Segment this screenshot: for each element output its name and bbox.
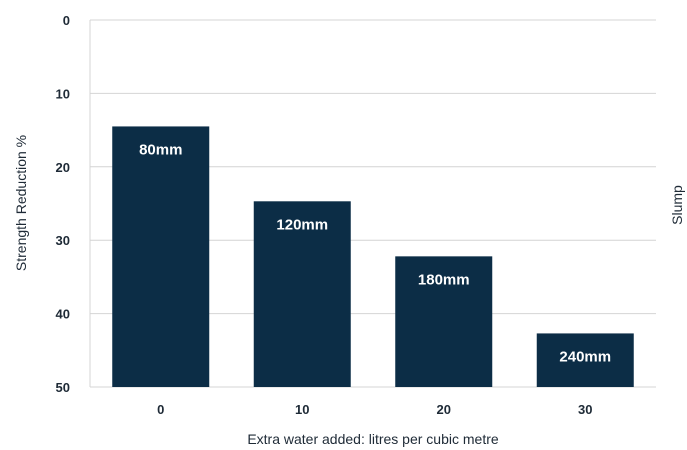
bars xyxy=(112,126,634,388)
bar xyxy=(395,256,493,387)
x-axis-title: Extra water added: litres per cubic metr… xyxy=(247,431,499,447)
x-tick-label: 10 xyxy=(295,402,309,417)
y-tick-label: 10 xyxy=(56,86,70,101)
y-tick-labels: 0 10 20 30 40 50 xyxy=(56,13,70,395)
x-tick-labels: 0 10 20 30 xyxy=(157,402,592,417)
bar-data-label: 240mm xyxy=(559,348,611,365)
x-tick-label: 30 xyxy=(578,402,592,417)
bar xyxy=(253,201,351,387)
y-tick-label: 0 xyxy=(63,13,70,28)
secondary-y-axis-title: Slump xyxy=(669,185,685,225)
y-tick-label: 30 xyxy=(56,233,70,248)
y-axis-title: Strength Reduction % xyxy=(13,135,29,271)
x-tick-label: 0 xyxy=(157,402,164,417)
bar-labels: 80mm 120mm 180mm 240mm xyxy=(139,141,611,365)
bar xyxy=(536,333,634,387)
bar-data-label: 80mm xyxy=(139,141,182,158)
bar xyxy=(112,126,210,388)
bar-data-label: 120mm xyxy=(276,216,328,233)
y-tick-label: 20 xyxy=(56,160,70,175)
bar-data-label: 180mm xyxy=(418,271,470,288)
x-tick-label: 20 xyxy=(437,402,451,417)
y-tick-label: 50 xyxy=(56,380,70,395)
y-tick-label: 40 xyxy=(56,307,70,322)
